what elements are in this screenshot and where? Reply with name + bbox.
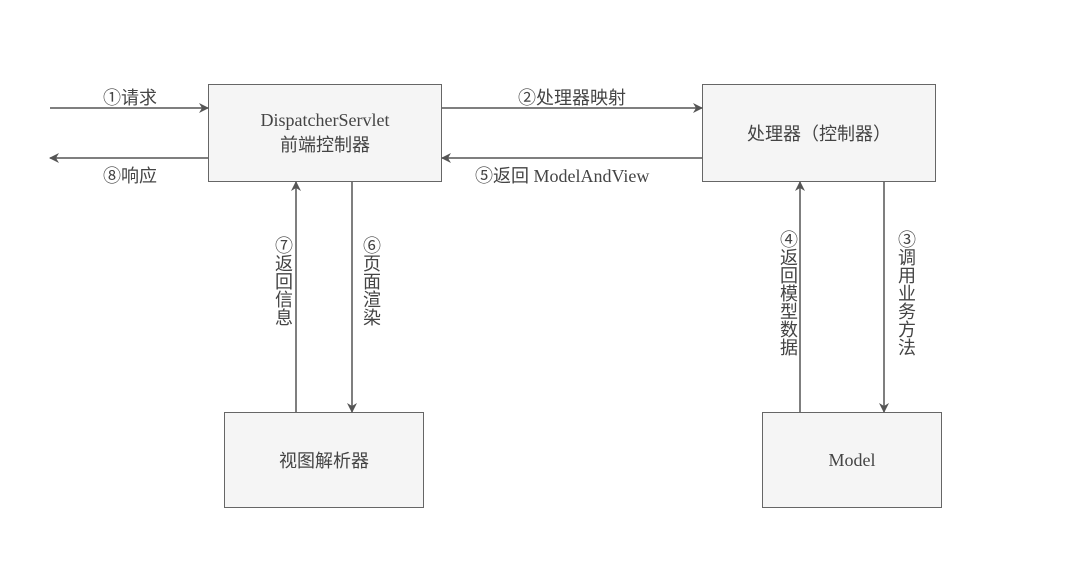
edge-label-4: ④返回模型数据 [775, 230, 801, 356]
node-dispatcher-line1: DispatcherServlet [261, 110, 390, 131]
node-dispatcher-line2: 前端控制器 [280, 131, 370, 157]
edge-label-8: ⑧响应 [103, 162, 157, 188]
edge-label-2: ②处理器映射 [518, 84, 626, 110]
node-dispatcher: DispatcherServlet 前端控制器 [208, 84, 442, 182]
edge-label-5: ⑤返回 ModelAndView [475, 162, 649, 188]
edge-label-3: ③调用业务方法 [893, 230, 919, 356]
node-model-line1: Model [829, 450, 876, 471]
edge-label-1: ①请求 [103, 84, 157, 110]
node-handler: 处理器（控制器） [702, 84, 936, 182]
edge-label-7: ⑦返回信息 [270, 236, 296, 326]
node-view-resolver-line1: 视图解析器 [279, 447, 369, 473]
edge-label-6: ⑥页面渲染 [358, 236, 384, 326]
node-handler-line1: 处理器（控制器） [747, 120, 891, 146]
node-model: Model [762, 412, 942, 508]
node-view-resolver: 视图解析器 [224, 412, 424, 508]
